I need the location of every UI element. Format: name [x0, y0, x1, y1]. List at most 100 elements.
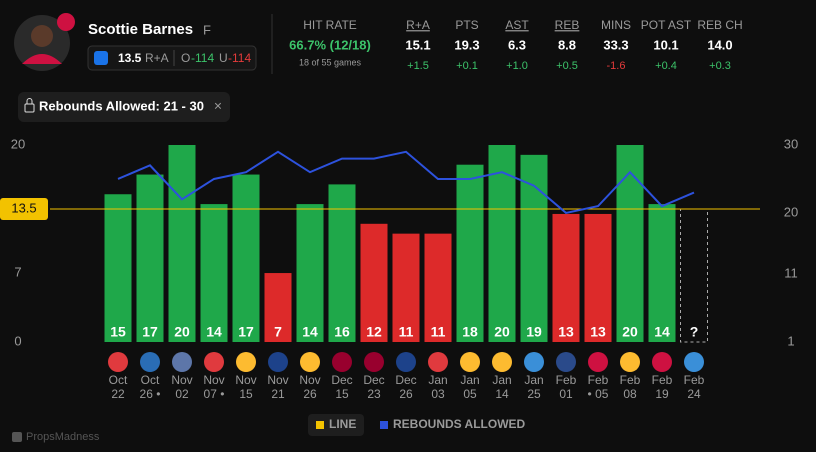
legend-swatch	[380, 421, 388, 429]
legend-line-chip	[308, 414, 364, 436]
under-odds: -114	[228, 51, 251, 65]
x-tick-month: Feb	[588, 373, 609, 387]
team-logo	[684, 352, 704, 372]
team-logo	[396, 352, 416, 372]
x-tick-day: • 05	[588, 387, 609, 401]
stats: R+A 15.1 +1.5 PTS 19.3 +0.1 AST 6.3 +1.0 REB 8.8 +0…	[405, 18, 742, 72]
stat-label: MINS	[601, 18, 631, 32]
line-badge-label: 13.5	[11, 200, 36, 215]
bar-label: 14	[302, 324, 318, 340]
x-tick-day: 07 •	[204, 387, 225, 401]
over-odds: -114	[191, 51, 214, 65]
x-tick-day: 26	[303, 387, 317, 401]
x-tick-month: Jan	[428, 373, 447, 387]
bar	[648, 204, 676, 342]
line-pill	[87, 45, 257, 71]
avatar-head	[31, 25, 53, 47]
x-tick-day: 24	[687, 387, 701, 401]
bar	[136, 174, 164, 342]
bar-label: 16	[334, 324, 350, 340]
legend-line: LINE	[329, 417, 356, 431]
hit-rate-value: 66.7% (12/18)	[289, 37, 371, 52]
stat-value: 15.1	[405, 37, 430, 52]
team-logo	[172, 352, 192, 372]
bar	[392, 233, 420, 342]
bar	[552, 213, 580, 342]
team-logo	[428, 352, 448, 372]
over-label: O	[181, 51, 190, 65]
bar-label: 12	[366, 324, 382, 340]
bar	[168, 145, 196, 342]
x-tick-day: 25	[527, 387, 541, 401]
team-logo	[204, 352, 224, 372]
bar-label: 14	[206, 324, 222, 340]
x-tick-month: Nov	[235, 373, 256, 387]
x-tick-day: 19	[655, 387, 669, 401]
x-tick-day: 08	[623, 387, 637, 401]
team-logo	[140, 352, 160, 372]
stat-label: R+A	[406, 18, 430, 32]
bar	[584, 213, 612, 342]
team-logo	[524, 352, 544, 372]
bar	[616, 145, 644, 342]
x-tick-month: Feb	[684, 373, 705, 387]
x-tick-month: Jan	[524, 373, 543, 387]
lock-icon	[24, 103, 35, 113]
bar-label: 15	[110, 324, 126, 340]
line-value: 13.5	[118, 51, 142, 65]
team-logo	[332, 352, 352, 372]
filter-close[interactable]: ×	[214, 98, 222, 114]
x-tick-month: Feb	[620, 373, 641, 387]
x-tick-month: Jan	[460, 373, 479, 387]
y2-tick-label: 20	[784, 204, 798, 219]
y-tick-label: 0	[14, 333, 21, 348]
bar	[104, 194, 132, 342]
stat-change: +0.4	[655, 60, 677, 72]
x-tick-month: Feb	[652, 373, 673, 387]
x-tick-month: Jan	[492, 373, 511, 387]
player-name: Scottie Barnes	[88, 21, 193, 38]
x-tick-month: Dec	[363, 373, 384, 387]
stat-value: 6.3	[508, 37, 526, 52]
bar	[200, 204, 228, 342]
x-tick-month: Nov	[299, 373, 320, 387]
team-logo	[460, 352, 480, 372]
x-tick-day: 03	[431, 387, 445, 401]
x-tick-month: Nov	[203, 373, 224, 387]
team-logo	[108, 352, 128, 372]
bar-label: 13	[590, 324, 606, 340]
team-logo	[620, 352, 640, 372]
team-logo	[652, 352, 672, 372]
stat-value: 14.0	[707, 37, 732, 52]
team-logo	[364, 352, 384, 372]
x-tick-month: Oct	[109, 373, 128, 387]
bar-label: 19	[526, 324, 542, 340]
bar-label: 20	[622, 324, 638, 340]
filter-chip[interactable]	[18, 92, 230, 122]
bar-label: 7	[274, 324, 282, 340]
watermark: PropsMadness	[26, 431, 100, 443]
bar	[264, 273, 292, 342]
y2-tick-label: 30	[784, 136, 798, 151]
bar-label: 11	[431, 324, 446, 340]
stat-change: +0.1	[456, 60, 478, 72]
bar-label: 20	[494, 324, 510, 340]
team-logo	[556, 352, 576, 372]
x-tick-day: 23	[367, 387, 381, 401]
bar	[296, 204, 324, 342]
market: R+A	[145, 51, 169, 65]
bar	[232, 174, 260, 342]
team-logo	[268, 352, 288, 372]
bar	[488, 145, 516, 342]
x-tick-day: 15	[239, 387, 253, 401]
x-tick-day: 05	[463, 387, 477, 401]
x-tick-day: 01	[559, 387, 573, 401]
stat-label: POT AST	[641, 18, 692, 32]
lock-icon	[26, 98, 33, 104]
watermark-icon	[12, 432, 22, 442]
bar	[520, 154, 548, 342]
stat-value: 33.3	[603, 37, 628, 52]
